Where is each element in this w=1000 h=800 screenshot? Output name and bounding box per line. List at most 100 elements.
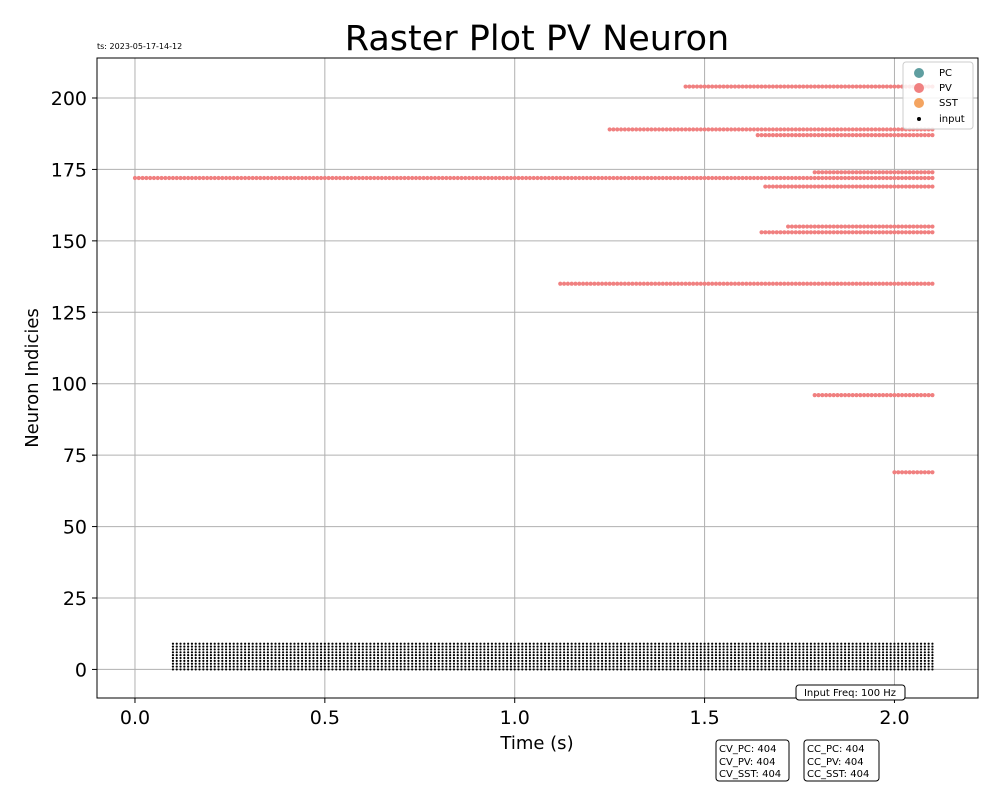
input-spike-marker	[240, 668, 243, 671]
input-spike-marker	[790, 648, 794, 651]
input-spike-marker	[452, 645, 456, 648]
input-spike-marker	[262, 645, 266, 648]
input-spike-marker	[338, 659, 342, 662]
input-spike-marker	[768, 668, 771, 671]
pv-spike-marker	[816, 127, 821, 132]
input-spike-marker	[764, 659, 767, 662]
input-spike-marker	[806, 665, 809, 668]
input-spike-marker	[794, 651, 797, 654]
input-spike-marker	[468, 656, 471, 660]
pv-spike-marker	[284, 175, 289, 181]
pv-spike-marker	[296, 175, 301, 181]
input-spike-marker	[673, 665, 676, 668]
input-spike-marker	[676, 642, 680, 645]
input-spike-marker	[908, 648, 911, 651]
input-spike-marker	[889, 651, 892, 654]
input-spike-marker	[327, 659, 330, 662]
input-spike-marker	[828, 645, 832, 648]
input-spike-marker	[403, 651, 406, 654]
input-spike-marker	[194, 656, 197, 660]
input-spike-marker	[825, 662, 828, 665]
input-spike-marker	[175, 668, 178, 671]
input-spike-marker	[517, 656, 520, 660]
input-spike-marker	[475, 668, 478, 671]
x-tick-label: 0.0	[120, 707, 150, 729]
input-spike-marker	[316, 665, 319, 668]
input-spike-marker	[654, 665, 657, 668]
input-spike-marker	[460, 668, 463, 671]
input-spike-marker	[711, 645, 714, 648]
pv-spike-marker	[850, 224, 855, 229]
input-spike-marker	[293, 656, 296, 660]
pv-spike-marker	[892, 281, 897, 286]
input-spike-marker	[832, 651, 835, 654]
input-spike-marker	[407, 665, 410, 668]
pv-spike-marker	[858, 230, 863, 235]
input-spike-marker	[490, 642, 494, 645]
input-spike-marker	[460, 648, 463, 651]
input-spike-marker	[859, 651, 862, 654]
pv-spike-marker	[186, 175, 191, 181]
input-spike-marker	[251, 654, 254, 657]
input-spike-marker	[756, 656, 759, 660]
input-spike-marker	[699, 654, 702, 657]
input-spike-marker	[821, 656, 824, 660]
input-spike-marker	[194, 651, 197, 654]
input-spike-marker	[509, 665, 513, 668]
input-spike-marker	[262, 662, 266, 665]
input-spike-marker	[240, 659, 243, 662]
input-spike-marker	[513, 645, 516, 648]
pv-spike-marker	[835, 170, 840, 175]
pv-spike-marker	[626, 127, 631, 132]
input-spike-marker	[760, 659, 763, 662]
pv-spike-marker	[759, 84, 764, 89]
input-spike-marker	[787, 656, 790, 660]
input-spike-marker	[251, 648, 254, 651]
input-spike-marker	[209, 645, 213, 648]
input-spike-marker	[612, 659, 615, 662]
input-spike-marker	[445, 648, 448, 651]
input-spike-marker	[787, 668, 790, 671]
input-spike-marker	[809, 668, 813, 671]
pv-spike-marker	[926, 184, 931, 189]
pv-spike-marker	[778, 84, 783, 89]
input-spike-marker	[213, 654, 216, 657]
pv-spike-marker	[812, 281, 817, 286]
input-spike-marker	[745, 645, 748, 648]
input-spike-marker	[506, 651, 509, 654]
input-spike-marker	[338, 662, 342, 665]
pv-spike-marker	[869, 224, 874, 229]
input-spike-marker	[828, 648, 832, 651]
input-spike-marker	[225, 642, 228, 645]
input-spike-marker	[380, 659, 383, 662]
input-spike-marker	[536, 659, 539, 662]
input-spike-marker	[730, 651, 733, 654]
pv-spike-marker	[915, 393, 920, 398]
pv-spike-marker	[577, 281, 582, 286]
input-spike-marker	[532, 656, 535, 660]
input-spike-marker	[259, 656, 262, 660]
pv-spike-marker	[763, 133, 768, 138]
input-spike-marker	[908, 668, 911, 671]
input-spike-marker	[392, 642, 395, 645]
input-spike-marker	[338, 642, 342, 645]
input-spike-marker	[775, 642, 778, 645]
pv-spike-marker	[861, 175, 867, 181]
pv-spike-marker	[808, 224, 814, 229]
pv-spike-marker	[793, 224, 798, 229]
input-spike-marker	[543, 656, 547, 660]
pv-spike-marker	[375, 175, 381, 181]
input-spike-marker	[927, 665, 930, 668]
input-spike-marker	[798, 642, 801, 645]
input-spike-marker	[790, 668, 794, 671]
input-spike-marker	[585, 651, 588, 654]
input-spike-marker	[513, 642, 516, 645]
input-spike-marker	[843, 642, 847, 645]
input-spike-marker	[399, 656, 402, 660]
input-spike-marker	[581, 665, 585, 668]
input-spike-marker	[426, 668, 429, 671]
input-spike-marker	[707, 662, 710, 665]
input-spike-marker	[897, 656, 900, 660]
input-spike-marker	[225, 665, 228, 668]
pv-spike-marker	[805, 84, 810, 89]
